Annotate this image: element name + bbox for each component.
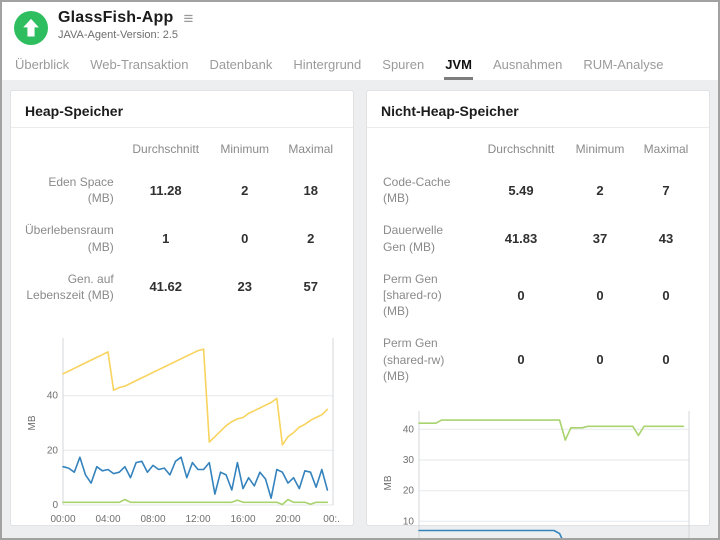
divider <box>367 127 709 128</box>
divider <box>11 127 353 128</box>
column-header-maximal: Maximal <box>282 138 340 166</box>
panel-heap-speicher: Heap-Speicher Durchschnitt Minimum Maxim… <box>10 90 354 526</box>
row-label-eden-space: Eden Space (MB) <box>25 166 120 214</box>
cell-value: 2 <box>212 175 278 206</box>
cell-value: 41.83 <box>479 223 563 254</box>
content-area: Heap-Speicher Durchschnitt Minimum Maxim… <box>2 80 718 538</box>
cell-value: 2 <box>282 223 340 254</box>
cell-value: 5.49 <box>479 175 563 206</box>
spacer <box>381 145 475 159</box>
cell-value: 2 <box>567 175 633 206</box>
nonheap-stats-table: Durchschnitt Minimum Maximal Code-Cache … <box>381 138 695 392</box>
cell-value: 0 <box>567 280 633 311</box>
column-header-maximal: Maximal <box>637 138 695 166</box>
column-header-durchschnitt: Durchschnitt <box>124 138 208 166</box>
tab-hintergrund[interactable]: Hintergrund <box>292 53 362 80</box>
cell-value: 37 <box>567 223 633 254</box>
cell-value: 0 <box>479 280 563 311</box>
cell-value: 11.28 <box>124 175 208 206</box>
cell-value: 0 <box>637 280 695 311</box>
tab-jvm[interactable]: JVM <box>444 53 473 80</box>
cell-value: 18 <box>282 175 340 206</box>
svg-text:20: 20 <box>47 445 59 456</box>
panel-title: Nicht-Heap-Speicher <box>381 103 695 119</box>
row-label-perm-gen-shared-ro: Perm Gen [shared-ro) (MB) <box>381 263 475 328</box>
tab-rum-analyse[interactable]: RUM-Analyse <box>582 53 664 80</box>
app-health-up-arrow-icon <box>14 11 48 45</box>
heap-stats-table: Durchschnitt Minimum Maximal Eden Space … <box>25 138 339 311</box>
app-titles: GlassFish-App ≡ JAVA-Agent-Version: 2.5 <box>58 9 193 41</box>
cell-value: 0 <box>212 223 278 254</box>
tab-web-transaktion[interactable]: Web-Transaktion <box>89 53 189 80</box>
heap-memory-line-chart: 0 20 40 00:00 04:00 08:00 12:00 16:00 20:00 00:..… <box>25 333 339 529</box>
tab-ausnahmen[interactable]: Ausnahmen <box>492 53 563 80</box>
svg-text:30: 30 <box>403 455 415 466</box>
row-label-perm-gen-shared-rw: Perm Gen (shared-rw) (MB) <box>381 327 475 392</box>
svg-text:40: 40 <box>403 424 415 435</box>
panel-nicht-heap-speicher: Nicht-Heap-Speicher Durchschnitt Minimum… <box>366 90 710 526</box>
row-label-gen-auf-lebenszeit: Gen. auf Lebenszeit (MB) <box>25 263 120 311</box>
svg-text:00:00: 00:00 <box>50 514 75 525</box>
svg-text:40: 40 <box>47 391 59 402</box>
nonheap-memory-line-chart: 01020304000:0004:0008:0012:0016:0020:000… <box>381 406 695 540</box>
svg-text:04:00: 04:00 <box>95 514 120 525</box>
app-window: GlassFish-App ≡ JAVA-Agent-Version: 2.5 … <box>0 0 720 540</box>
svg-text:12:00: 12:00 <box>185 514 210 525</box>
svg-text:MB: MB <box>27 415 38 430</box>
cell-value: 0 <box>567 344 633 375</box>
row-label-dauerwelle-gen: Dauerwelle Gen (MB) <box>381 214 475 262</box>
svg-text:20: 20 <box>403 486 415 497</box>
column-header-durchschnitt: Durchschnitt <box>479 138 563 166</box>
tab-spuren[interactable]: Spuren <box>381 53 425 80</box>
tab-datenbank[interactable]: Datenbank <box>208 53 273 80</box>
hamburger-menu-icon[interactable]: ≡ <box>184 10 194 27</box>
panel-title: Heap-Speicher <box>25 103 339 119</box>
svg-text:08:00: 08:00 <box>140 514 165 525</box>
app-header: GlassFish-App ≡ JAVA-Agent-Version: 2.5 <box>2 2 718 47</box>
cell-value: 7 <box>637 175 695 206</box>
column-header-minimum: Minimum <box>567 138 633 166</box>
cell-value: 1 <box>124 223 208 254</box>
agent-version-label: JAVA-Agent-Version: 2.5 <box>58 29 193 41</box>
spacer <box>25 145 120 159</box>
app-title: GlassFish-App <box>58 9 174 27</box>
cell-value: 43 <box>637 223 695 254</box>
svg-text:10: 10 <box>403 516 415 527</box>
cell-value: 57 <box>282 271 340 302</box>
svg-text:16:00: 16:00 <box>230 514 255 525</box>
cell-value: 23 <box>212 271 278 302</box>
row-label-code-cache: Code-Cache (MB) <box>381 166 475 214</box>
cell-value: 0 <box>637 344 695 375</box>
cell-value: 0 <box>479 344 563 375</box>
svg-text:00:..: 00:.. <box>323 514 341 525</box>
svg-text:0: 0 <box>52 500 58 511</box>
row-label-ueberlebensraum: Überlebensraum (MB) <box>25 214 120 262</box>
svg-text:MB: MB <box>383 475 394 490</box>
svg-text:20:00: 20:00 <box>275 514 300 525</box>
cell-value: 41.62 <box>124 271 208 302</box>
tab-bar: Überblick Web-Transaktion Datenbank Hint… <box>2 47 718 80</box>
column-header-minimum: Minimum <box>212 138 278 166</box>
tab-ueberblick[interactable]: Überblick <box>14 53 70 80</box>
